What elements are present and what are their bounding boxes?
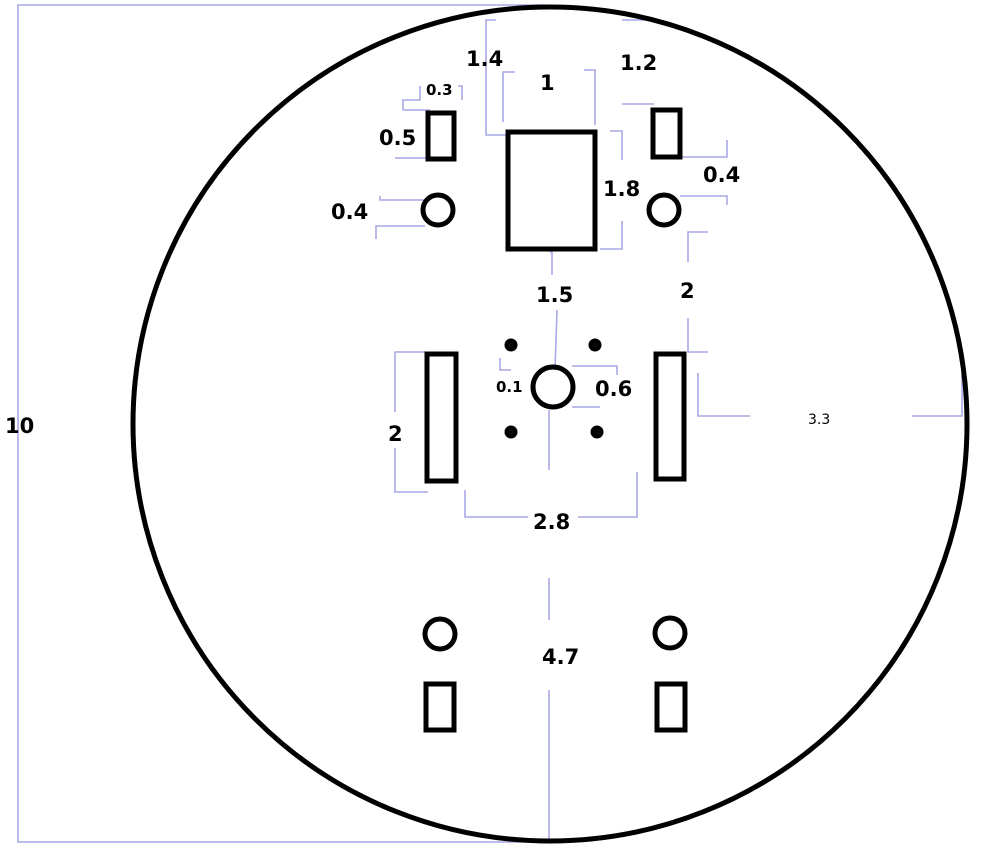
top-left-hole <box>420 192 456 228</box>
small-mounting-holes <box>504 338 604 439</box>
label-slot-spacing: 2.8 <box>533 510 570 534</box>
dim-small-rect-width-right <box>458 85 463 100</box>
small-hole-br <box>590 425 604 439</box>
dim-top-left-gap <box>485 19 506 136</box>
dim-slot-spacing-right <box>578 472 638 518</box>
right-slot <box>653 351 687 482</box>
label-center-hole: 0.6 <box>595 377 632 401</box>
label-small-hole: 0.1 <box>496 378 523 396</box>
bottom-right-hole <box>652 615 688 651</box>
dim-left-hole-low <box>375 225 425 239</box>
label-top-rect-height: 1.8 <box>603 177 640 201</box>
dim-top-rect-height <box>610 130 623 160</box>
small-hole-tl-dot <box>509 343 513 347</box>
dim-right-offset <box>687 231 708 262</box>
top-right-small-rect <box>650 107 683 160</box>
left-slot <box>424 351 459 484</box>
top-right-hole <box>646 192 682 228</box>
dim-radius-offset <box>697 373 750 417</box>
dim-left-slot <box>394 351 425 412</box>
dimension-lines <box>17 4 963 843</box>
dim-radius-offset-right <box>912 374 963 417</box>
small-hole-tr <box>588 338 602 352</box>
dim-top-rect-width <box>502 71 515 122</box>
dim-center-gap <box>550 251 553 275</box>
label-center-gap: 1.5 <box>536 283 573 307</box>
label-top-left-gap: 1.4 <box>466 47 503 71</box>
dim-right-hole <box>680 195 728 205</box>
bottom-left-rect <box>423 681 457 733</box>
small-hole-bl <box>504 425 518 439</box>
dim-center-gap-low <box>554 309 558 371</box>
small-hole-tl <box>504 338 518 352</box>
dim-top-rect-width-right <box>584 69 596 125</box>
label-right-hole: 0.4 <box>703 163 740 187</box>
label-small-rect-height: 0.5 <box>379 126 416 150</box>
dim-small-hole <box>499 358 511 371</box>
dim-small-rect-width <box>402 86 421 110</box>
label-right-offset: 2 <box>680 279 695 303</box>
label-small-rect-width: 0.3 <box>426 81 453 99</box>
label-overall-diameter: 10 <box>5 414 34 438</box>
plate-outline <box>130 4 970 844</box>
small-hole-br-dot <box>595 430 599 434</box>
top-rect-cutout <box>505 129 598 252</box>
label-radius-offset: 3.3 <box>808 412 830 428</box>
label-top-right-gap: 1.2 <box>620 51 657 75</box>
dim-top-rect-height-low <box>600 221 623 250</box>
bottom-left-hole <box>422 616 458 652</box>
small-hole-bl-dot <box>509 430 513 434</box>
dim-right-small-rect <box>664 140 728 158</box>
dim-left-slot-low <box>394 448 428 493</box>
small-hole-tr-dot <box>593 343 597 347</box>
label-top-rect-width: 1 <box>540 71 555 95</box>
dim-slot-spacing <box>464 490 528 518</box>
dim-left-hole <box>379 196 425 201</box>
label-lower-distance: 4.7 <box>542 645 579 669</box>
dim-center-hole <box>572 365 618 375</box>
dim-right-offset-low <box>687 318 708 353</box>
center-hole <box>530 364 576 410</box>
bottom-right-rect <box>654 681 688 733</box>
label-left-hole: 0.4 <box>331 200 368 224</box>
label-left-slot: 2 <box>388 422 403 446</box>
dim-overall-diameter <box>17 4 550 843</box>
top-left-small-rect <box>425 110 457 162</box>
